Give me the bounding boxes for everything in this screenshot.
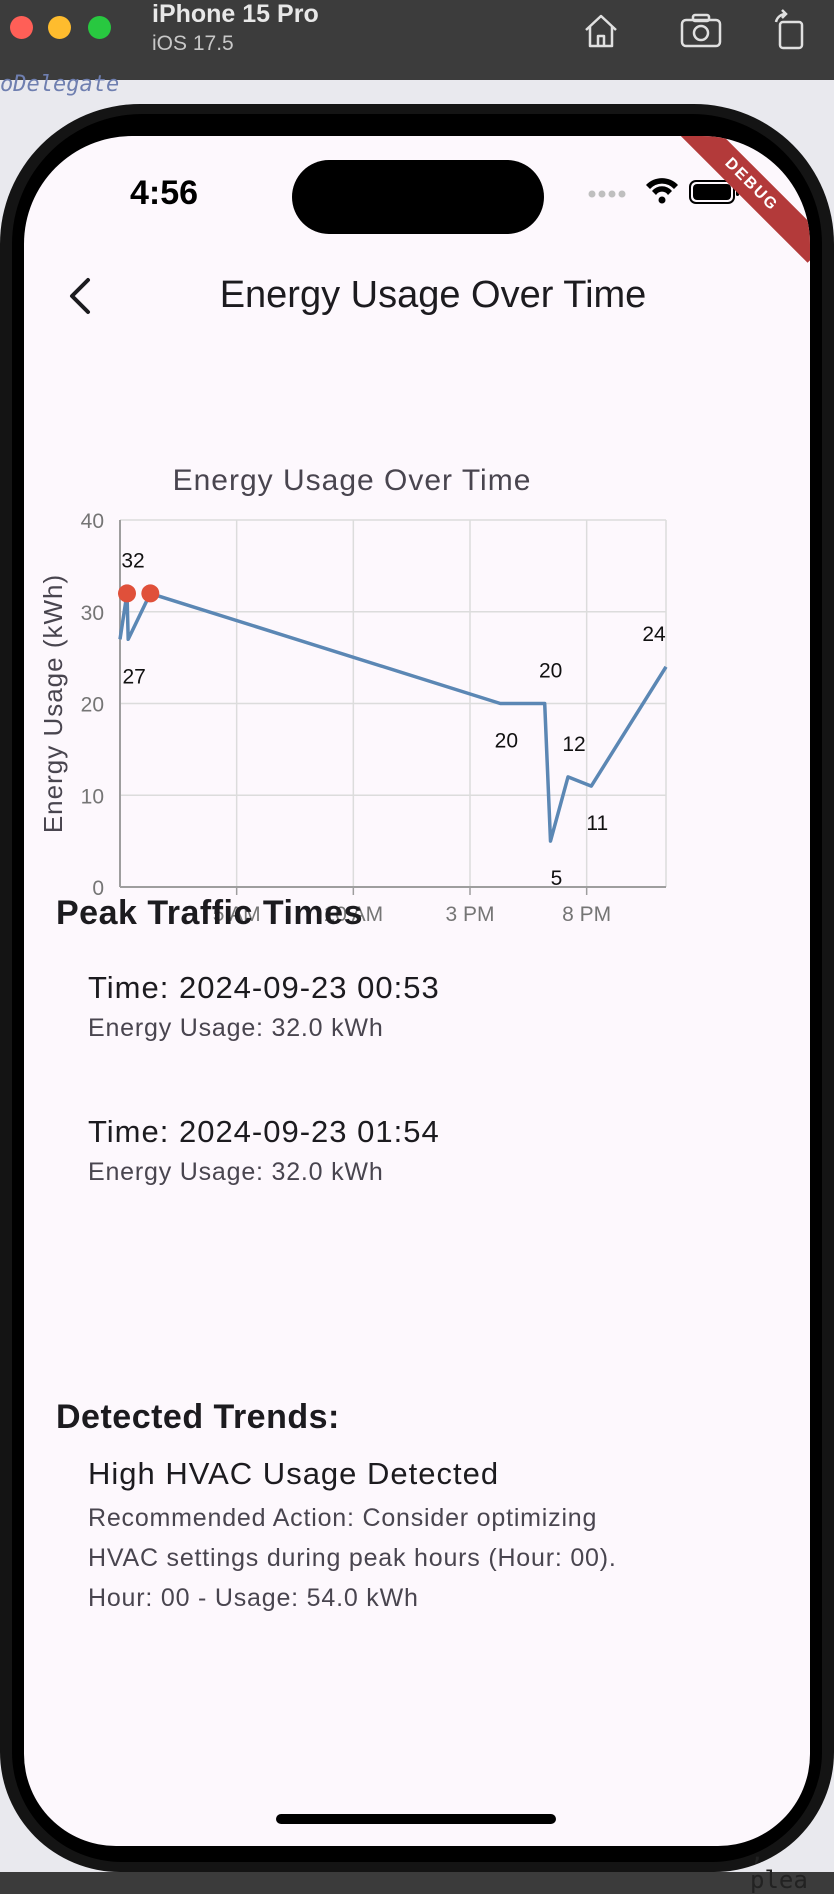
data-label: 27 (122, 665, 145, 688)
back-button[interactable] (54, 270, 106, 322)
dynamic-island (292, 160, 544, 234)
y-tick-label: 20 (81, 694, 104, 717)
data-label: 20 (495, 730, 518, 753)
home-indicator (276, 1814, 556, 1824)
x-tick-label: 3 PM (445, 903, 494, 926)
peak-point-marker (118, 584, 136, 603)
minimize-window-button[interactable] (48, 16, 71, 39)
y-tick-label: 30 (81, 602, 104, 625)
trend-line-1: Recommended Action: Consider optimizing (88, 1504, 598, 1532)
cellular-signal-icon (588, 190, 626, 198)
page-title: Energy Usage Over Time (219, 274, 647, 316)
data-label: 32 (121, 549, 144, 572)
chart-title: Energy Usage Over Time (173, 464, 532, 497)
energy-chart: Energy Usage Over Time 0 10 20 30 40 5 AM 10 AM… (24, 376, 810, 936)
device-screen: 4:56 DEBUG Energy Usage Over Time Energy (24, 136, 810, 1846)
x-tick-label: 10 AM (324, 903, 384, 926)
zoom-window-button[interactable] (88, 16, 111, 39)
background-code-text: oDelegate (0, 72, 120, 97)
close-window-button[interactable] (10, 16, 33, 39)
peak-section-title: Peak Traffic Times (56, 894, 363, 932)
trend-title: High HVAC Usage Detected (88, 1456, 500, 1491)
screenshot-icon[interactable] (678, 8, 724, 54)
data-label: 12 (562, 733, 585, 756)
y-tick-label: 40 (81, 510, 104, 533)
x-tick-label: 8 PM (562, 903, 611, 926)
wifi-icon (646, 178, 678, 204)
simulator-os-version: iOS 17.5 (152, 32, 234, 55)
y-axis-label: Energy Usage (kWh) (38, 574, 68, 833)
x-tick-label: 5 AM (213, 903, 261, 926)
peak-point-marker (141, 584, 160, 603)
peak-time-1: Time: 2024-09-23 00:53 (88, 970, 440, 1005)
rotate-icon[interactable] (768, 8, 814, 54)
series-line (118, 591, 668, 843)
status-icons (584, 174, 754, 210)
status-time: 4:56 (130, 174, 199, 212)
simulator-device-name: iPhone 15 Pro (152, 0, 319, 28)
chevron-left-icon (70, 278, 90, 314)
trend-line-3: Hour: 00 - Usage: 54.0 kWh (88, 1584, 419, 1612)
peak-time-2: Time: 2024-09-23 01:54 (88, 1114, 440, 1149)
trend-line-2: HVAC settings during peak hours (Hour: 0… (88, 1544, 617, 1572)
simulator-title-bar: iPhone 15 Pro iOS 17.5 (0, 0, 834, 81)
peak-usage-2: Energy Usage: 32.0 kWh (88, 1158, 384, 1186)
peak-usage-1: Energy Usage: 32.0 kWh (88, 1014, 384, 1042)
y-tick-label: 0 (92, 877, 104, 900)
home-icon[interactable] (578, 8, 624, 54)
y-tick-label: 10 (81, 785, 104, 808)
energy-chart-svg: Energy Usage Over Time 0 10 20 30 40 5 AM 10 AM… (38, 464, 668, 926)
data-label: 11 (586, 812, 608, 835)
trends-section-title: Detected Trends: (56, 1398, 340, 1436)
background-code-text-2: , plea (750, 1838, 808, 1894)
data-label: 24 (642, 623, 666, 646)
data-label: 20 (539, 660, 562, 683)
app-bar: Energy Usage Over Time (24, 256, 810, 336)
data-label: 5 (551, 867, 563, 890)
